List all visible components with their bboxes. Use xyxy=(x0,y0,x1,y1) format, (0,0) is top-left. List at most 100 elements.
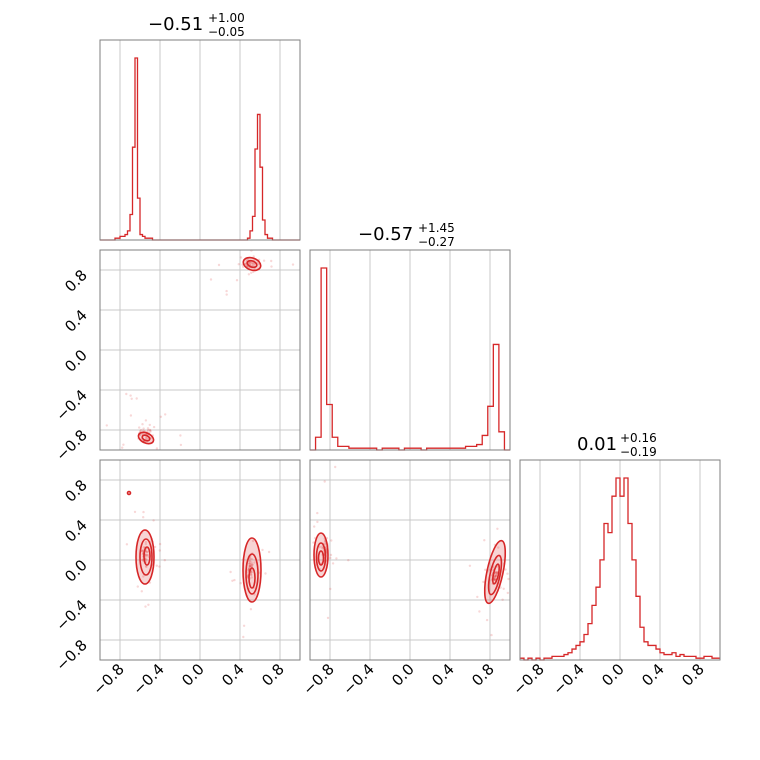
scatter-point xyxy=(318,545,322,549)
scatter-point xyxy=(493,578,497,581)
scatter-point xyxy=(145,565,148,569)
grid-hist-1 xyxy=(329,250,491,450)
grid-scatter-1-2 xyxy=(310,460,510,660)
histogram-param-1 xyxy=(310,267,510,451)
scatter-point xyxy=(105,424,109,427)
scatter-point xyxy=(144,542,148,546)
contours-1-2 xyxy=(313,532,507,605)
grid-hist-0 xyxy=(119,40,281,240)
scatter-point xyxy=(147,429,150,432)
scatter-points-1-2 xyxy=(312,465,510,637)
scatter-point xyxy=(250,573,253,577)
title-param-0-plus: +1.00 xyxy=(208,11,245,25)
title-param-2-minus: −0.19 xyxy=(620,445,657,459)
title-param-2: 0.01 xyxy=(577,434,617,455)
scatter-point xyxy=(258,571,261,574)
scatter-point xyxy=(146,427,150,430)
scatter-point xyxy=(145,553,148,557)
scatter-point xyxy=(237,263,240,266)
scatter-point xyxy=(135,397,138,400)
scatter-point xyxy=(493,578,496,582)
scatter-point xyxy=(144,540,148,544)
scatter-point xyxy=(316,520,319,524)
frame-hist-0 xyxy=(99,39,301,241)
scatter-point xyxy=(179,443,183,447)
scatter-point xyxy=(326,616,330,620)
scatter-point xyxy=(250,565,253,568)
scatter-point xyxy=(158,549,161,552)
scatter-point xyxy=(251,261,254,264)
tick-label: −0.4 xyxy=(129,660,167,698)
contour-mode-right-inner xyxy=(248,567,256,589)
scatter-point xyxy=(312,541,315,544)
scatter-point xyxy=(142,510,145,514)
contour-mode-left-mid xyxy=(315,542,327,572)
scatter-point xyxy=(329,556,332,560)
scatter-point xyxy=(251,563,254,566)
scatter-point xyxy=(248,562,251,566)
contour-mode-right-mid xyxy=(487,554,503,596)
scatter-point xyxy=(291,263,295,266)
frame-hist-1 xyxy=(309,249,511,451)
title-param-0-minus: −0.05 xyxy=(208,25,245,39)
panel-scatter-0-2 xyxy=(99,459,301,661)
scatter-point xyxy=(148,428,151,432)
tick-label: −0.4 xyxy=(52,386,90,424)
scatter-point xyxy=(476,595,479,599)
scatter-point xyxy=(495,571,498,574)
scatter-point xyxy=(250,570,253,574)
title-param-2-plus: +0.16 xyxy=(620,431,657,445)
tick-label: −0.4 xyxy=(52,596,90,634)
scatter-point xyxy=(494,575,497,578)
frame-scatter-0-1 xyxy=(99,249,301,451)
tick-label: 0.8 xyxy=(61,266,91,296)
scatter-point xyxy=(250,563,254,566)
scatter-point xyxy=(142,427,145,430)
scatter-point xyxy=(248,564,252,568)
scatter-point xyxy=(209,278,213,281)
scatter-point xyxy=(129,394,132,397)
scatter-point xyxy=(248,560,251,563)
scatter-point xyxy=(250,557,253,561)
scatter-point xyxy=(321,547,324,550)
scatter-point xyxy=(144,555,148,558)
scatter-point xyxy=(313,525,316,528)
scatter-point xyxy=(142,575,145,578)
scatter-point xyxy=(468,564,472,567)
scatter-point xyxy=(225,289,228,293)
scatter-point xyxy=(122,443,125,446)
scatter-point xyxy=(142,429,145,432)
scatter-point xyxy=(502,587,505,590)
histogram-param-2 xyxy=(520,477,720,661)
title-param-1-minus: −0.27 xyxy=(418,235,455,249)
scatter-point xyxy=(251,539,255,543)
scatter-point xyxy=(261,548,264,552)
tick-label: −0.8 xyxy=(52,426,90,464)
scatter-point xyxy=(264,572,267,575)
scatter-point xyxy=(148,423,151,427)
tick-label: −0.4 xyxy=(549,660,587,698)
tick-label: 0.8 xyxy=(468,660,498,690)
scatter-point xyxy=(483,539,486,542)
scatter-point xyxy=(484,568,487,571)
scatter-point xyxy=(158,542,162,546)
scatter-point xyxy=(239,256,243,259)
scatter-point xyxy=(139,430,142,433)
scatter-point xyxy=(493,575,496,578)
scatter-point xyxy=(141,558,144,562)
panel-scatter-0-1 xyxy=(99,249,301,451)
scatter-point xyxy=(229,570,232,574)
tick-label: 0.4 xyxy=(428,660,458,690)
scatter-point xyxy=(252,263,255,266)
scatter-point xyxy=(249,557,252,560)
frame-scatter-1-2 xyxy=(309,459,511,661)
title-param-1-plus: +1.45 xyxy=(418,221,455,235)
scatter-point xyxy=(485,618,489,622)
scatter-point xyxy=(494,570,498,574)
contour-mode-left-inner xyxy=(317,550,325,566)
contours-0-1 xyxy=(137,256,262,445)
tick-label: −0.8 xyxy=(89,660,127,698)
scatter-point xyxy=(250,261,253,264)
panel-hist-2: 0.01 +0.16 −0.19 xyxy=(519,431,721,661)
